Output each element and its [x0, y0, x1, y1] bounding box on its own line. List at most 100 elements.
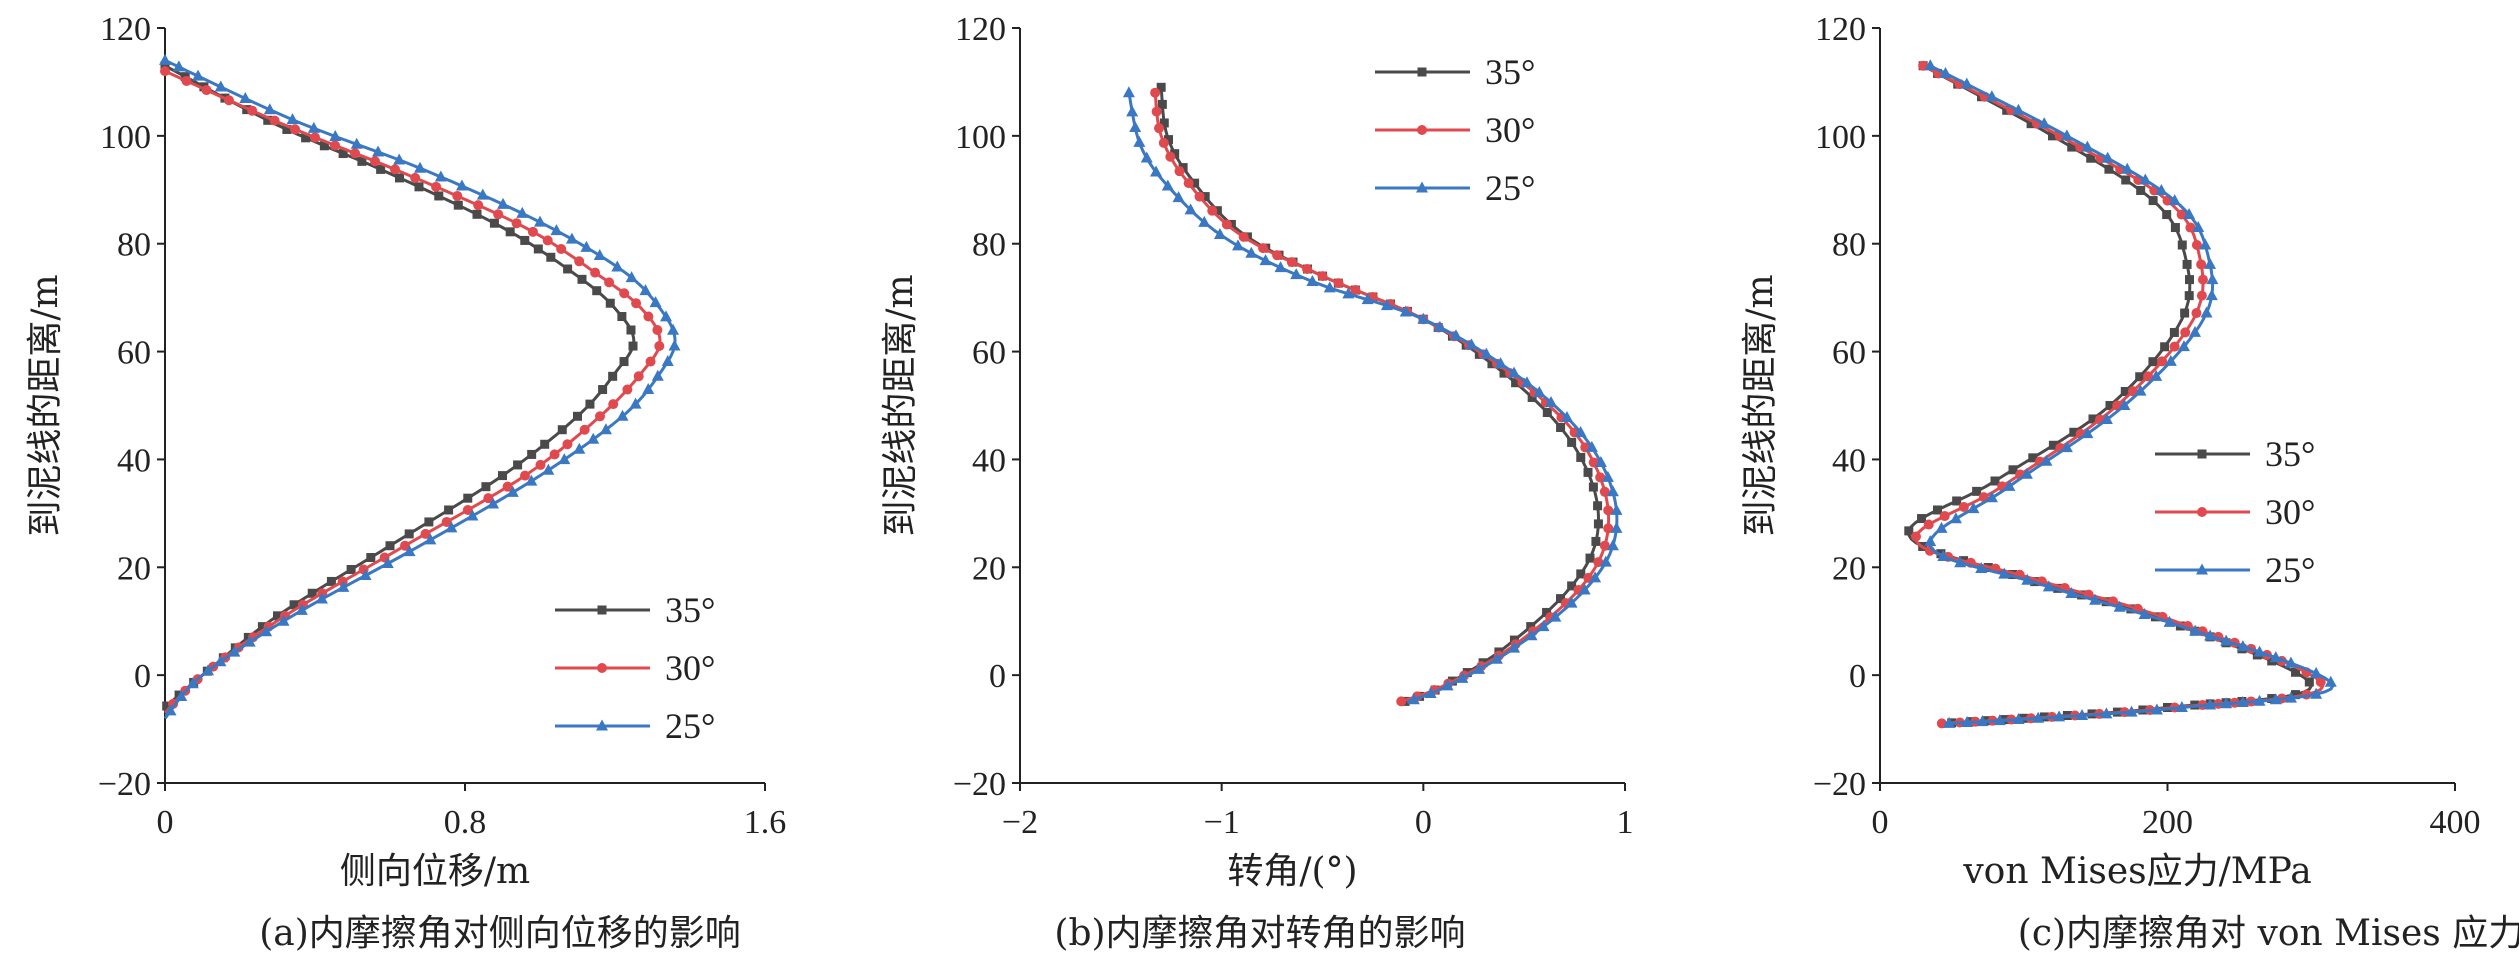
data-point [2291, 690, 2301, 700]
y-tick-label: 60 [972, 335, 1006, 372]
data-point [1985, 491, 1998, 503]
data-point [595, 411, 605, 422]
data-point [598, 385, 608, 395]
x-axis-label: 转角/(°) [1227, 851, 1357, 892]
data-point [1494, 357, 1507, 369]
data-point [350, 137, 363, 149]
data-point [441, 516, 452, 527]
data-point [2155, 183, 2168, 195]
legend-label: 30° [2265, 492, 2315, 532]
data-point [201, 85, 212, 96]
data-point [2185, 222, 2196, 233]
data-point [404, 529, 414, 539]
legend-entry-25: 25° [2155, 550, 2315, 590]
data-point [263, 115, 273, 125]
data-point [1939, 66, 1952, 78]
data-point [1487, 359, 1497, 369]
data-point [2310, 687, 2323, 699]
data-point [1952, 496, 1962, 506]
data-point [319, 141, 329, 151]
series-markers-25 [159, 53, 681, 716]
data-point [228, 645, 241, 657]
data-point [1232, 239, 1245, 251]
data-point [489, 218, 499, 228]
data-point [498, 471, 507, 481]
data-point [1129, 120, 1142, 132]
data-point [1480, 347, 1493, 359]
data-point [497, 197, 510, 209]
data-point [2169, 341, 2180, 352]
data-point [2197, 274, 2208, 285]
data-point [2003, 479, 2016, 491]
data-point [1603, 523, 1614, 534]
x-tick-label: 0 [157, 804, 174, 841]
data-point [159, 53, 171, 65]
data-point [214, 80, 227, 92]
data-point [2020, 467, 2033, 479]
data-point [660, 310, 673, 322]
data-point [1456, 671, 1469, 683]
data-point [1606, 539, 1619, 551]
data-point [1949, 512, 1962, 524]
legend-label: 35° [1485, 52, 1535, 92]
y-tick-label: 120 [955, 11, 1006, 48]
data-point [1960, 77, 1973, 89]
data-point [1585, 553, 1595, 563]
data-point [1601, 470, 1614, 482]
data-point [1603, 505, 1614, 516]
legend-marker [1416, 181, 1428, 193]
data-point [1133, 135, 1146, 147]
data-point [337, 580, 350, 592]
data-point [1990, 476, 2000, 486]
data-point [2012, 713, 2025, 725]
legend-entry-30: 30° [555, 648, 715, 688]
data-point [556, 243, 567, 254]
data-point [590, 267, 601, 278]
data-point [1998, 567, 2011, 579]
data-point [2069, 427, 2079, 437]
data-point [592, 286, 602, 296]
data-point [619, 357, 629, 367]
data-point [608, 399, 619, 410]
y-tick-label: 40 [972, 442, 1006, 479]
data-point [2184, 275, 2194, 285]
data-point [1527, 392, 1537, 402]
data-point [1172, 191, 1185, 203]
data-point [511, 218, 522, 229]
series-markers-25 [1122, 86, 1623, 705]
data-point [550, 224, 563, 236]
data-point [2157, 356, 2168, 367]
data-point [643, 311, 654, 322]
data-point [516, 206, 529, 218]
data-point [1465, 338, 1478, 350]
data-point [1511, 378, 1521, 388]
data-point [473, 200, 484, 211]
legend-entry-35: 35° [2155, 434, 2315, 474]
data-point [424, 517, 434, 527]
data-point [505, 227, 515, 237]
data-point [1565, 596, 1578, 608]
data-point [631, 298, 642, 309]
data-point [668, 339, 681, 351]
data-point [282, 124, 292, 134]
data-point [1212, 206, 1222, 216]
data-point [414, 182, 424, 192]
data-point [1323, 281, 1336, 293]
data-point [346, 564, 356, 574]
data-point [587, 432, 600, 444]
data-point [520, 470, 530, 481]
data-point [2104, 164, 2114, 174]
x-tick-label: 200 [2142, 804, 2193, 841]
data-point [527, 449, 537, 459]
y-axis-label: 到泥线的距离/m [1740, 274, 1781, 536]
legend-entry-30: 30° [2155, 492, 2315, 532]
data-point [2205, 289, 2218, 301]
data-point [593, 248, 606, 260]
data-point [1274, 261, 1287, 273]
panel-caption: (c)内摩擦角对 von Mises 应力的影响 [2018, 913, 2519, 954]
y-tick-label: 20 [1832, 550, 1866, 587]
data-point [506, 485, 519, 497]
data-point [2189, 325, 2202, 337]
data-point [2121, 175, 2131, 185]
data-point [376, 164, 386, 174]
